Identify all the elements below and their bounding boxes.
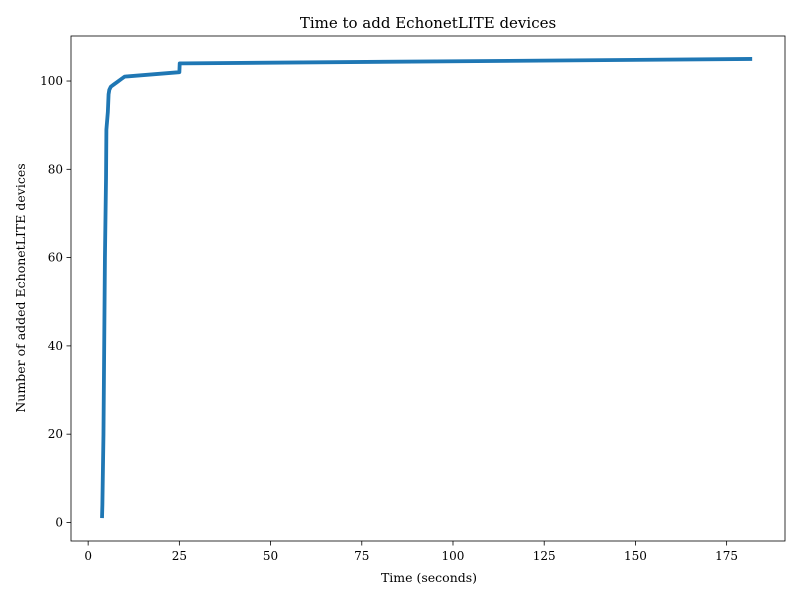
x-axis-label: Time (seconds) <box>381 570 477 585</box>
chart-title: Time to add EchonetLITE devices <box>300 14 556 32</box>
x-tick-label: 50 <box>263 549 278 563</box>
y-axis: 0 20 40 60 80 100 <box>40 74 71 529</box>
y-axis-label: Number of added EchonetLITE devices <box>13 163 28 412</box>
y-tick-label: 20 <box>48 427 63 441</box>
x-tick-label: 150 <box>624 549 647 563</box>
x-tick-label: 175 <box>715 549 738 563</box>
plot-frame <box>70 35 786 542</box>
x-axis: 0 25 50 75 100 125 150 175 <box>84 541 738 563</box>
x-tick-label: 75 <box>354 549 369 563</box>
y-tick-label: 0 <box>55 515 63 529</box>
y-tick-label: 80 <box>48 162 63 176</box>
plot-area <box>100 57 753 519</box>
series-line <box>100 57 753 519</box>
x-tick-label: 0 <box>84 549 92 563</box>
x-tick-label: 125 <box>533 549 556 563</box>
y-tick-label: 100 <box>40 74 63 88</box>
x-tick-label: 25 <box>172 549 187 563</box>
y-tick-label: 40 <box>48 339 63 353</box>
y-tick-label: 60 <box>48 251 63 265</box>
x-tick-label: 100 <box>442 549 465 563</box>
